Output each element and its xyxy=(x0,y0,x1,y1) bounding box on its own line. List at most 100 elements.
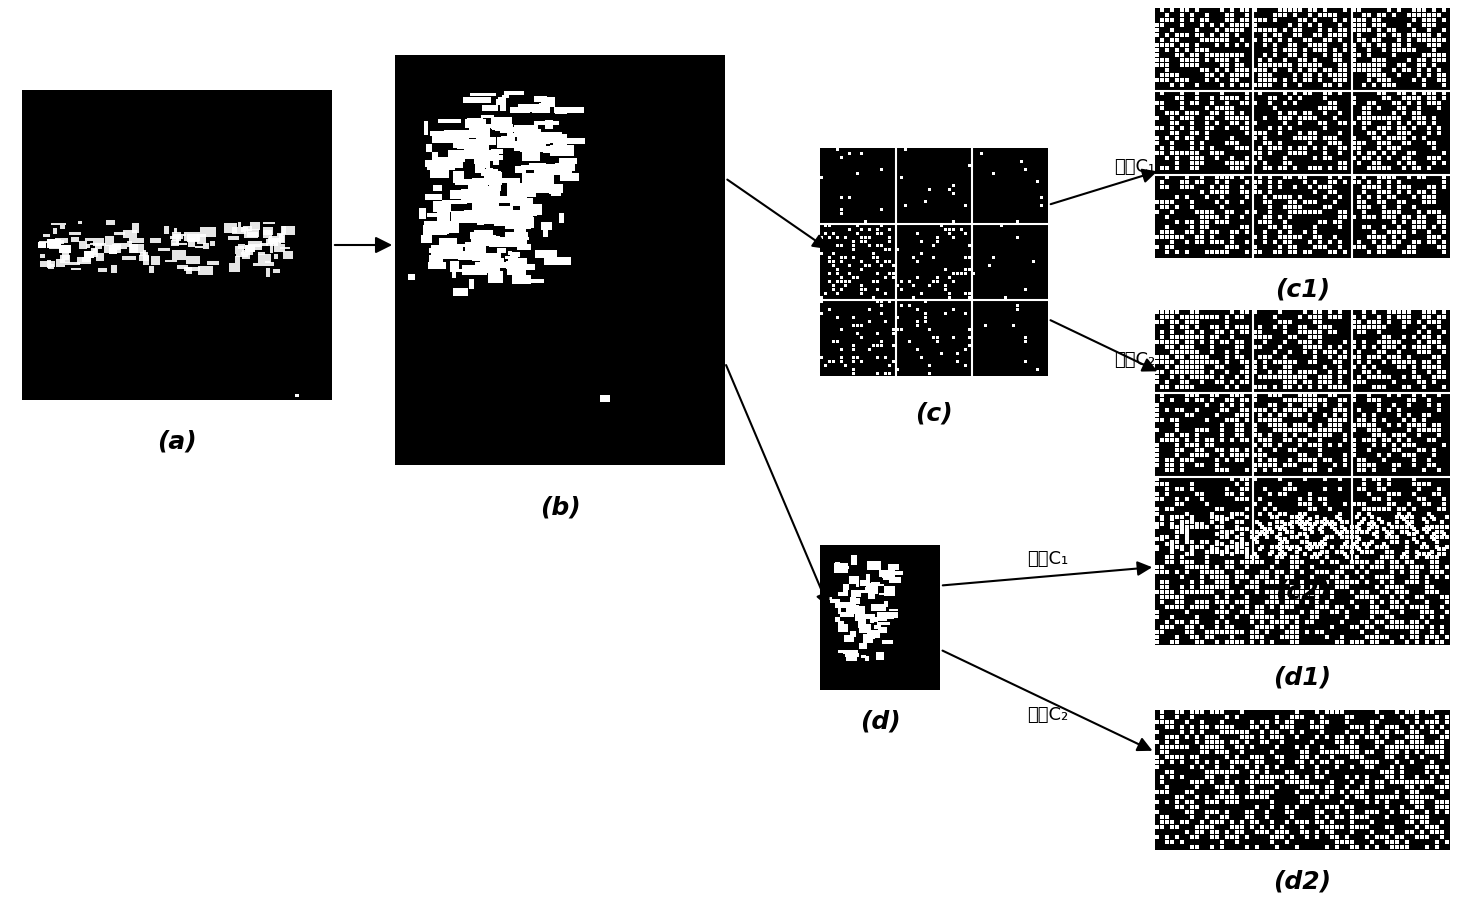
Bar xyxy=(1420,745,1423,749)
Bar xyxy=(1226,610,1229,614)
Bar xyxy=(1308,200,1313,203)
Bar xyxy=(1386,78,1391,82)
Bar xyxy=(1165,345,1170,349)
Bar xyxy=(1159,482,1164,485)
Bar xyxy=(872,296,875,299)
Bar xyxy=(844,280,847,283)
Bar xyxy=(1291,625,1294,629)
Bar xyxy=(1235,419,1239,422)
Bar xyxy=(932,280,935,283)
Bar xyxy=(1437,547,1441,551)
Bar xyxy=(158,248,170,251)
Bar xyxy=(1400,605,1404,609)
Bar xyxy=(1245,515,1249,519)
Bar xyxy=(1389,525,1394,529)
Bar xyxy=(1320,605,1325,609)
Bar xyxy=(1254,398,1257,402)
Bar xyxy=(1201,725,1204,729)
Bar xyxy=(1426,102,1431,105)
Bar xyxy=(1308,167,1313,170)
Bar xyxy=(1382,234,1385,239)
Bar xyxy=(1376,136,1381,140)
Bar xyxy=(864,288,867,291)
Bar xyxy=(876,280,879,283)
Bar xyxy=(1370,840,1375,844)
Bar xyxy=(1361,413,1366,418)
Bar xyxy=(1268,335,1273,339)
Bar xyxy=(832,260,835,263)
Bar xyxy=(1437,393,1441,398)
Bar xyxy=(471,187,500,198)
Bar xyxy=(469,266,494,271)
Bar xyxy=(242,250,249,259)
Bar xyxy=(1180,350,1184,354)
Bar xyxy=(1205,58,1209,62)
Bar xyxy=(1345,545,1350,549)
Bar xyxy=(1372,423,1376,428)
Bar xyxy=(1159,535,1164,539)
Bar xyxy=(1441,78,1446,82)
Bar xyxy=(1180,448,1184,453)
Bar xyxy=(1426,28,1431,32)
Bar xyxy=(1295,535,1299,539)
Bar xyxy=(1155,448,1159,453)
Bar xyxy=(1381,620,1384,624)
Bar xyxy=(1416,214,1420,219)
Bar xyxy=(258,252,266,255)
Bar xyxy=(1245,224,1249,229)
Bar xyxy=(1176,570,1179,574)
Bar xyxy=(1205,800,1209,804)
Bar xyxy=(1205,220,1209,224)
Bar xyxy=(1435,570,1440,574)
Bar xyxy=(1184,540,1189,544)
Bar xyxy=(1339,565,1344,569)
Bar xyxy=(1320,545,1325,549)
Bar xyxy=(1273,78,1277,82)
Bar xyxy=(1313,360,1317,364)
Bar xyxy=(1376,325,1381,329)
Bar xyxy=(1329,315,1332,319)
Bar xyxy=(1268,224,1273,229)
Bar xyxy=(888,372,891,375)
Bar xyxy=(1395,520,1398,524)
Bar xyxy=(1392,230,1395,234)
Bar xyxy=(131,224,139,233)
Bar xyxy=(844,602,856,605)
Bar xyxy=(541,101,547,107)
Bar xyxy=(1425,825,1429,829)
Bar xyxy=(1376,141,1381,146)
Bar xyxy=(1249,620,1254,624)
Bar xyxy=(1389,830,1394,834)
Bar xyxy=(1437,423,1441,428)
Bar xyxy=(270,262,274,266)
Bar xyxy=(1270,590,1274,594)
Bar xyxy=(171,240,178,245)
Bar xyxy=(1361,38,1366,42)
Bar xyxy=(1205,439,1209,442)
Bar xyxy=(1319,423,1322,428)
Bar xyxy=(1295,595,1299,599)
Bar xyxy=(1313,234,1317,239)
Bar xyxy=(1255,760,1260,764)
Bar xyxy=(1298,517,1302,520)
Bar xyxy=(1235,375,1239,379)
Bar xyxy=(872,252,875,255)
Bar xyxy=(940,352,943,355)
Bar xyxy=(845,654,857,661)
Bar xyxy=(1432,429,1435,432)
Bar xyxy=(481,170,488,176)
Bar xyxy=(1245,453,1249,457)
Bar xyxy=(1235,230,1239,234)
Bar xyxy=(1170,210,1174,213)
Bar xyxy=(1155,522,1159,526)
Bar xyxy=(1386,210,1391,213)
Bar xyxy=(1176,540,1179,544)
Bar xyxy=(1401,131,1406,136)
Bar xyxy=(1357,463,1360,467)
Bar xyxy=(1230,515,1235,519)
Bar xyxy=(1220,330,1224,334)
Bar xyxy=(1195,131,1199,136)
Bar xyxy=(1201,492,1204,496)
Bar xyxy=(1201,141,1204,146)
Bar xyxy=(1412,360,1416,364)
